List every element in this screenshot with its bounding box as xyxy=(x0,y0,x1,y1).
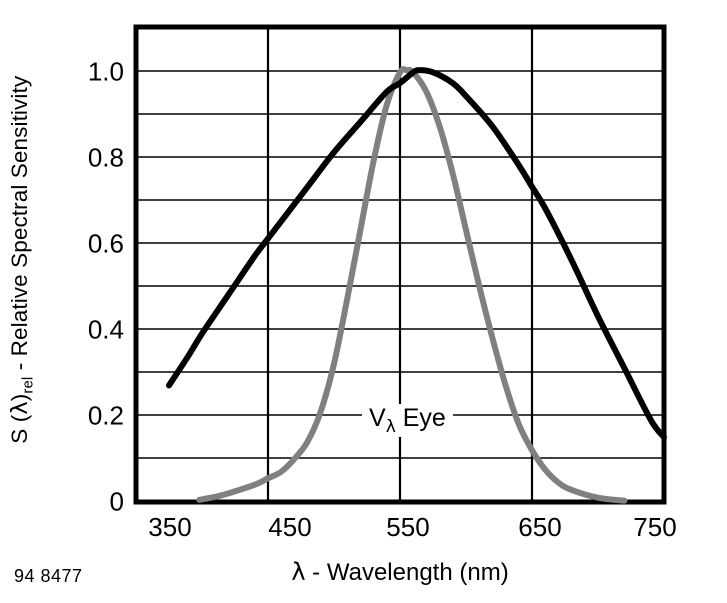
x-tick-label: 750 xyxy=(633,512,677,542)
x-tick-label: 350 xyxy=(148,512,192,542)
lambda-glyph: λ xyxy=(291,558,306,586)
x-tick-label: 650 xyxy=(518,512,562,542)
vlambda-eye-annotation: Vλ Eye xyxy=(362,404,453,437)
figure-code: 94 8477 xyxy=(14,566,83,586)
x-axis-title-text: - Wavelength (nm) xyxy=(305,559,509,586)
y-tick-label: 0.4 xyxy=(87,314,124,345)
y-tick-label: 0.8 xyxy=(87,142,124,173)
series-line-vlambda-eye xyxy=(196,66,628,504)
y-axis-tick-labels: 1.0 0.8 0.6 0.4 0.2 0 xyxy=(44,0,132,603)
x-tick-label: 550 xyxy=(386,512,430,542)
y-tick-label: 1.0 xyxy=(87,56,124,87)
plot-frame xyxy=(133,24,667,505)
annotation-suffix: Eye xyxy=(395,404,446,432)
y-tick-label: 0.6 xyxy=(87,228,124,259)
annotation-prefix: V xyxy=(369,404,386,432)
series-line-detector xyxy=(166,67,667,441)
x-axis-title: λ - Wavelength (nm) xyxy=(136,558,664,587)
y-tick-label: 0 xyxy=(109,486,124,517)
y-tick-label: 0.2 xyxy=(87,400,124,431)
x-tick-label: 450 xyxy=(268,512,312,542)
annotation-subscript: λ xyxy=(385,417,396,437)
